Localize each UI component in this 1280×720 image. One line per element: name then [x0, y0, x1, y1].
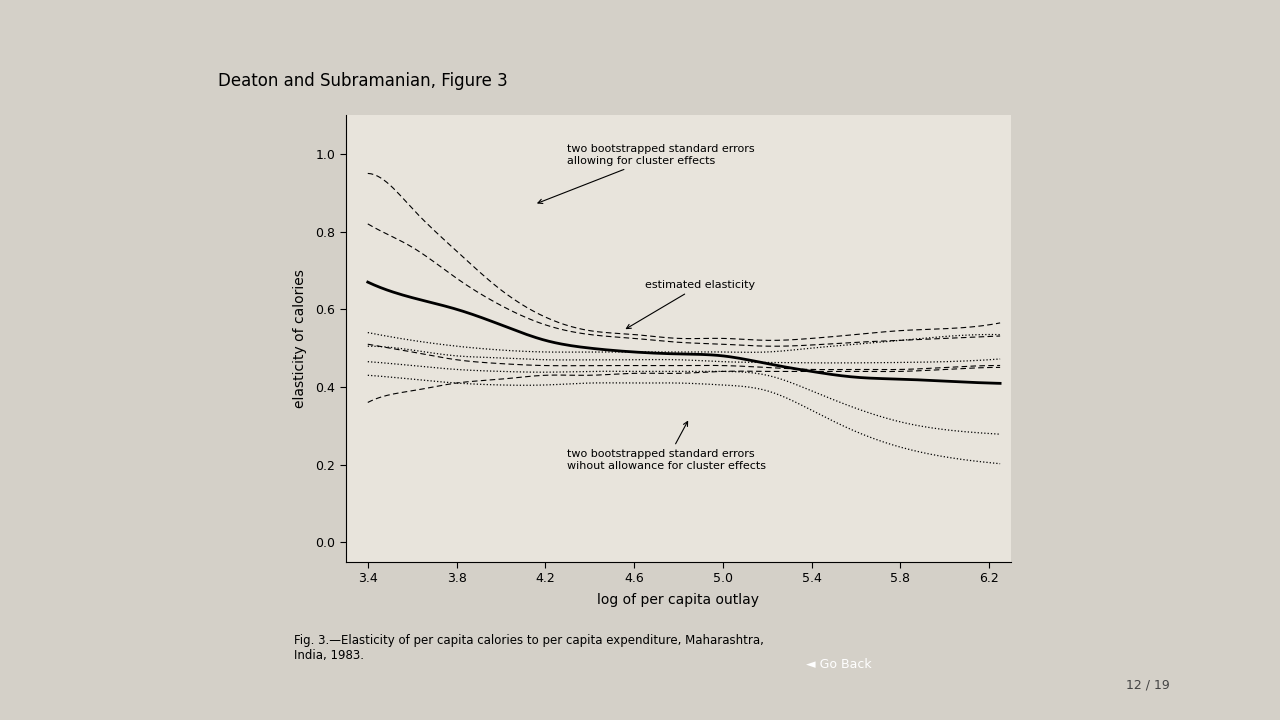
Text: Fig. 3.—Elasticity of per capita calories to per capita expenditure, Maharashtra: Fig. 3.—Elasticity of per capita calorie… [294, 634, 764, 662]
X-axis label: log of per capita outlay: log of per capita outlay [598, 593, 759, 608]
Text: ◄ Go Back: ◄ Go Back [805, 657, 872, 671]
Text: Deaton and Subramanian, Figure 3: Deaton and Subramanian, Figure 3 [218, 72, 507, 90]
Text: two bootstrapped standard errors
allowing for cluster effects: two bootstrapped standard errors allowin… [538, 144, 755, 204]
Text: estimated elasticity: estimated elasticity [626, 280, 755, 328]
Text: two bootstrapped standard errors
wihout allowance for cluster effects: two bootstrapped standard errors wihout … [567, 421, 767, 471]
Text: 12 / 19: 12 / 19 [1126, 678, 1170, 691]
Y-axis label: elasticity of calories: elasticity of calories [293, 269, 307, 408]
